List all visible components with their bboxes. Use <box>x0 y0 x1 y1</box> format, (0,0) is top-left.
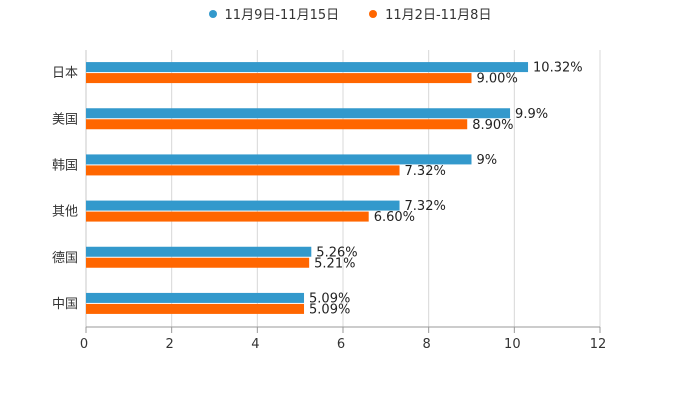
bar-series1-1 <box>86 108 511 119</box>
legend-label-series-1: 11月9日-11月15日 <box>224 8 340 23</box>
data-label-series1-0: 10.32% <box>533 61 583 76</box>
data-label-series2-5: 5.09% <box>309 302 350 317</box>
data-label-series1-5: 5.09% <box>309 291 350 306</box>
data-label-series2-0: 9.00% <box>477 72 518 87</box>
bar-series2-5 <box>86 303 305 314</box>
legend-label-series-2: 11月2日-11月8日 <box>385 8 492 23</box>
x-tick-label-1: 2 <box>166 337 174 352</box>
bar-series2-2 <box>86 165 400 176</box>
category-label-2: 韩国 <box>52 158 78 173</box>
bar-series2-1 <box>86 119 468 130</box>
x-tick-label-3: 6 <box>337 337 345 352</box>
x-tick-label-6: 12 <box>590 337 607 352</box>
x-tick-label-2: 4 <box>251 337 259 352</box>
category-label-5: 中国 <box>52 297 78 312</box>
bar-series2-4 <box>86 257 310 268</box>
legend-swatch-series-2 <box>369 9 378 18</box>
data-label-series1-1: 9.9% <box>515 107 548 122</box>
data-label-series2-2: 7.32% <box>405 164 446 179</box>
bar-series1-5 <box>86 292 305 303</box>
data-label-series2-4: 5.21% <box>314 256 355 271</box>
bar-series2-0 <box>86 73 472 84</box>
category-label-4: 德国 <box>52 251 78 266</box>
bar-series2-3 <box>86 211 369 222</box>
legend-swatch-series-1 <box>208 9 217 18</box>
data-label-series2-3: 6.60% <box>374 210 415 225</box>
legend-item-series-2[interactable]: 11月2日-11月8日 <box>369 4 491 23</box>
bar-series1-3 <box>86 200 400 211</box>
legend-item-series-1[interactable]: 11月9日-11月15日 <box>208 4 340 23</box>
category-label-1: 美国 <box>52 112 78 127</box>
category-label-3: 其他 <box>52 205 78 220</box>
bar-series1-2 <box>86 154 472 165</box>
data-label-series2-1: 8.90% <box>472 118 513 133</box>
category-label-0: 日本 <box>52 66 78 81</box>
bar-series1-0 <box>86 62 529 73</box>
data-label-series1-3: 7.32% <box>405 199 446 214</box>
legend: 11月9日-11月15日 11月2日-11月8日 <box>0 4 700 23</box>
x-tick-label-5: 10 <box>504 337 521 352</box>
x-tick-label-4: 8 <box>423 337 431 352</box>
data-label-series1-2: 9% <box>477 153 498 168</box>
bar-series1-4 <box>86 246 312 257</box>
x-tick-label-0: 0 <box>80 337 88 352</box>
data-label-series1-4: 5.26% <box>316 245 357 260</box>
